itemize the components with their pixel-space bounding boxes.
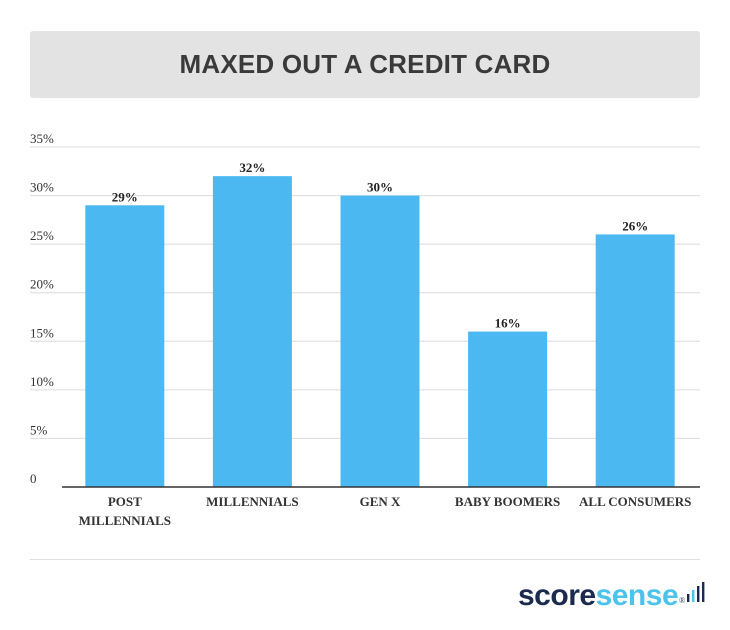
y-tick-label: 5% <box>30 422 48 437</box>
signal-bars-icon <box>687 582 705 602</box>
bar-chart: 0 5% 10% 15% 20% 25% 30% 35% 29% POST MILLENNIALS 3… <box>30 131 700 528</box>
bar <box>85 205 165 488</box>
scoresense-logo: score sense ® <box>518 574 708 614</box>
bar <box>595 234 675 487</box>
logo-registered-mark: ® <box>679 596 686 605</box>
data-label: 32% <box>239 160 265 175</box>
bar <box>340 195 420 488</box>
y-tick-label: 0 <box>30 471 37 486</box>
x-tick-label: BABY BOOMERS <box>455 494 560 509</box>
y-tick-label: 20% <box>30 277 54 292</box>
y-tick-label: 25% <box>30 228 54 243</box>
x-tick-label: GEN X <box>360 494 401 509</box>
data-label: 26% <box>622 218 648 233</box>
footer-divider <box>30 559 700 560</box>
x-tick-label: POST <box>108 494 142 509</box>
data-label: 16% <box>495 316 521 331</box>
y-tick-label: 30% <box>30 180 54 195</box>
x-tick-label: ALL CONSUMERS <box>579 494 691 509</box>
y-tick-label: 35% <box>30 131 54 146</box>
logo-text-score: score <box>518 579 596 612</box>
data-label: 29% <box>112 189 138 204</box>
chart-title-banner: MAXED OUT A CREDIT CARD <box>30 31 700 98</box>
y-tick-label: 10% <box>30 374 54 389</box>
bar <box>212 176 292 487</box>
data-label: 30% <box>367 180 393 195</box>
logo-text-sense: sense <box>595 579 679 612</box>
y-tick-label: 15% <box>30 325 54 340</box>
x-tick-label: MILLENNIALS <box>79 513 171 528</box>
bar <box>468 331 548 487</box>
chart-title: MAXED OUT A CREDIT CARD <box>179 49 551 79</box>
x-tick-label: MILLENNIALS <box>206 494 298 509</box>
